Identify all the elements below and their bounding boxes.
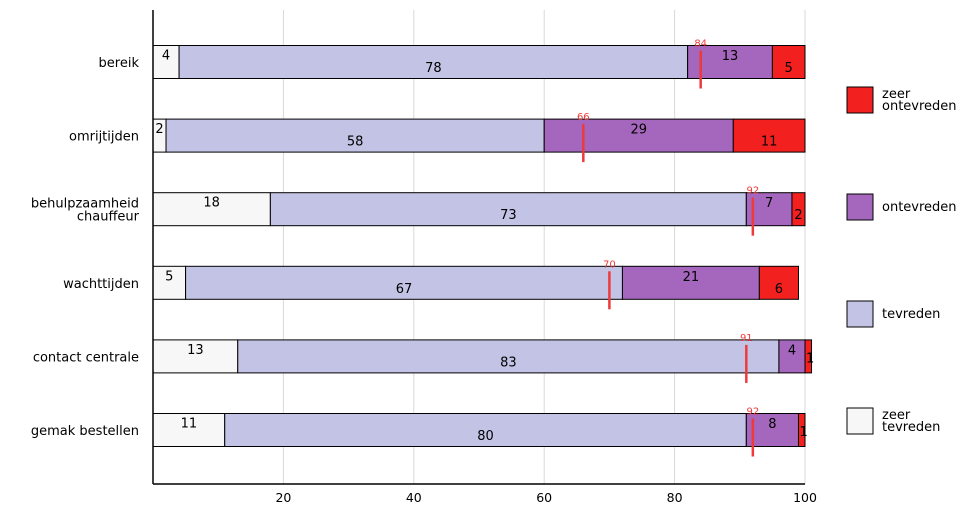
bar-segment — [543, 118, 734, 153]
marker-value: 84 — [694, 39, 707, 50]
marker-value: 66 — [577, 112, 590, 123]
marker-value: 70 — [603, 259, 616, 270]
bar-segment — [797, 413, 806, 447]
data-label: 1 — [806, 351, 814, 366]
data-label: 83 — [500, 355, 517, 370]
data-label: 2 — [155, 122, 163, 137]
data-label: 78 — [425, 61, 442, 76]
bar-segment — [791, 192, 806, 227]
bar-segment — [152, 339, 239, 374]
bar-segment — [771, 45, 806, 79]
data-label: 18 — [203, 196, 220, 211]
data-label: 13 — [722, 49, 739, 64]
bar-segment — [621, 265, 760, 300]
bar-segment — [178, 45, 689, 79]
legend-label: tevreden — [882, 307, 940, 322]
data-label: 11 — [761, 135, 778, 150]
category-label: wachttijden — [63, 277, 139, 292]
bar-segment — [778, 339, 806, 374]
x-tick-label: 40 — [406, 490, 422, 505]
marker-value: 92 — [746, 407, 759, 418]
category-label: gemak bestellen — [31, 424, 139, 439]
bar-segment — [269, 192, 747, 227]
category-label: behulpzaamheid chauffeur — [31, 197, 140, 225]
bar-segment — [804, 339, 813, 374]
legend-label: zeer tevreden — [882, 408, 940, 435]
marker-value: 92 — [746, 186, 759, 197]
data-label: 5 — [165, 269, 173, 284]
bar-segment — [152, 413, 226, 447]
legend-swatch — [846, 193, 874, 221]
category-label: bereik — [99, 56, 140, 71]
data-label: 6 — [775, 282, 783, 297]
data-label: 58 — [347, 135, 364, 150]
data-label: 1 — [799, 425, 807, 440]
data-label: 5 — [785, 61, 793, 76]
markers-layer: 84 66 92 70 91 92 — [577, 39, 759, 457]
x-tick-label: 80 — [667, 490, 683, 505]
grid-layer — [282, 10, 806, 484]
data-label: 4 — [162, 49, 170, 64]
data-label: 29 — [630, 123, 647, 138]
bar-segment — [758, 265, 799, 300]
data-label: 73 — [500, 208, 517, 223]
data-label: 11 — [181, 417, 198, 432]
bar-segment — [745, 413, 799, 447]
legend: zeer ontevreden ontevreden tevreden zeer tevr… — [846, 86, 957, 435]
data-label: 7 — [765, 196, 773, 211]
bar-segment — [224, 413, 747, 447]
legend-label: ontevreden — [882, 200, 957, 215]
x-tick-label: 60 — [536, 490, 552, 505]
legend-label: zeer ontevreden — [882, 87, 957, 114]
axes-layer: bereik omrijtijden behulpzaamheid chauffeur… — [31, 10, 817, 505]
legend-swatch — [846, 407, 874, 435]
data-label: 21 — [683, 270, 700, 285]
x-tick-label: 100 — [793, 490, 817, 505]
legend-swatch — [846, 86, 874, 114]
data-label: 4 — [788, 343, 796, 358]
bar-segment — [152, 192, 271, 227]
data-label: 67 — [396, 282, 413, 297]
category-label: contact centrale — [33, 350, 139, 365]
marker-value: 91 — [740, 333, 753, 344]
bar-segment — [732, 118, 806, 153]
bar-segment — [185, 265, 623, 300]
data-label: 13 — [187, 343, 204, 358]
x-tick-label: 20 — [275, 490, 291, 505]
category-label: omrijtijden — [69, 130, 139, 145]
data-label: 8 — [768, 417, 776, 432]
data-label: 2 — [794, 208, 802, 223]
bar-segment — [237, 339, 780, 374]
data-label: 80 — [477, 429, 494, 444]
legend-swatch — [846, 300, 874, 328]
